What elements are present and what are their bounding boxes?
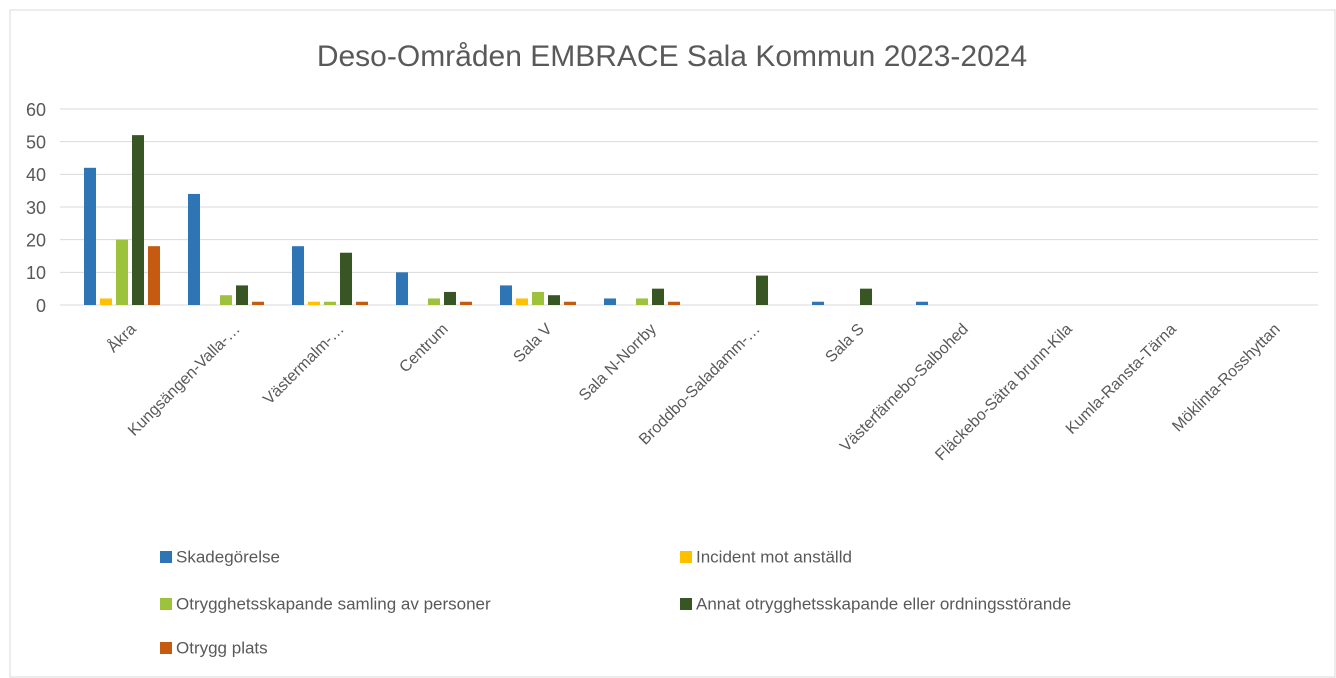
chart-title: Deso-Områden EMBRACE Sala Kommun 2023-20… [317, 40, 1027, 73]
legend-label: Otrygghetsskapande samling av personer [176, 594, 491, 613]
legend-swatch [680, 551, 692, 563]
bar [756, 275, 768, 305]
bar [324, 301, 336, 305]
legend-swatch [160, 551, 172, 563]
legend-swatch [160, 598, 172, 610]
bar [188, 193, 200, 305]
bar [812, 301, 824, 305]
bar [860, 288, 872, 305]
legend-swatch [680, 598, 692, 610]
y-tick-label: 40 [26, 165, 46, 185]
bar [564, 301, 576, 305]
bar [116, 239, 128, 305]
legend-label: Annat otrygghetsskapande eller ordningss… [696, 594, 1071, 613]
bar [148, 246, 160, 305]
legend-label: Incident mot anställd [696, 547, 852, 566]
bar [220, 295, 232, 305]
bar [668, 301, 680, 305]
y-tick-label: 30 [26, 198, 46, 218]
bar [548, 295, 560, 305]
bar [84, 167, 96, 305]
bar [100, 298, 112, 305]
legend-swatch [160, 642, 172, 654]
bar [500, 285, 512, 305]
y-tick-label: 10 [26, 263, 46, 283]
bar [428, 298, 440, 305]
bar [916, 301, 928, 305]
bar [604, 298, 616, 305]
bar [252, 301, 264, 305]
bar [292, 246, 304, 305]
bar [340, 252, 352, 305]
legend-label: Otrygg plats [176, 638, 268, 657]
bar [356, 301, 368, 305]
bar [532, 291, 544, 305]
bar [636, 298, 648, 305]
y-tick-label: 50 [26, 132, 46, 152]
bar [132, 135, 144, 305]
y-tick-label: 0 [36, 296, 46, 316]
chart-border [9, 9, 1336, 678]
y-tick-label: 20 [26, 230, 46, 250]
y-tick-label: 60 [26, 100, 46, 120]
bar [236, 285, 248, 305]
bar [444, 291, 456, 305]
bar [516, 298, 528, 305]
legend-label: Skadegörelse [176, 547, 280, 566]
bar [460, 301, 472, 305]
bar [396, 272, 408, 305]
bar [308, 301, 320, 305]
bar [652, 288, 664, 305]
